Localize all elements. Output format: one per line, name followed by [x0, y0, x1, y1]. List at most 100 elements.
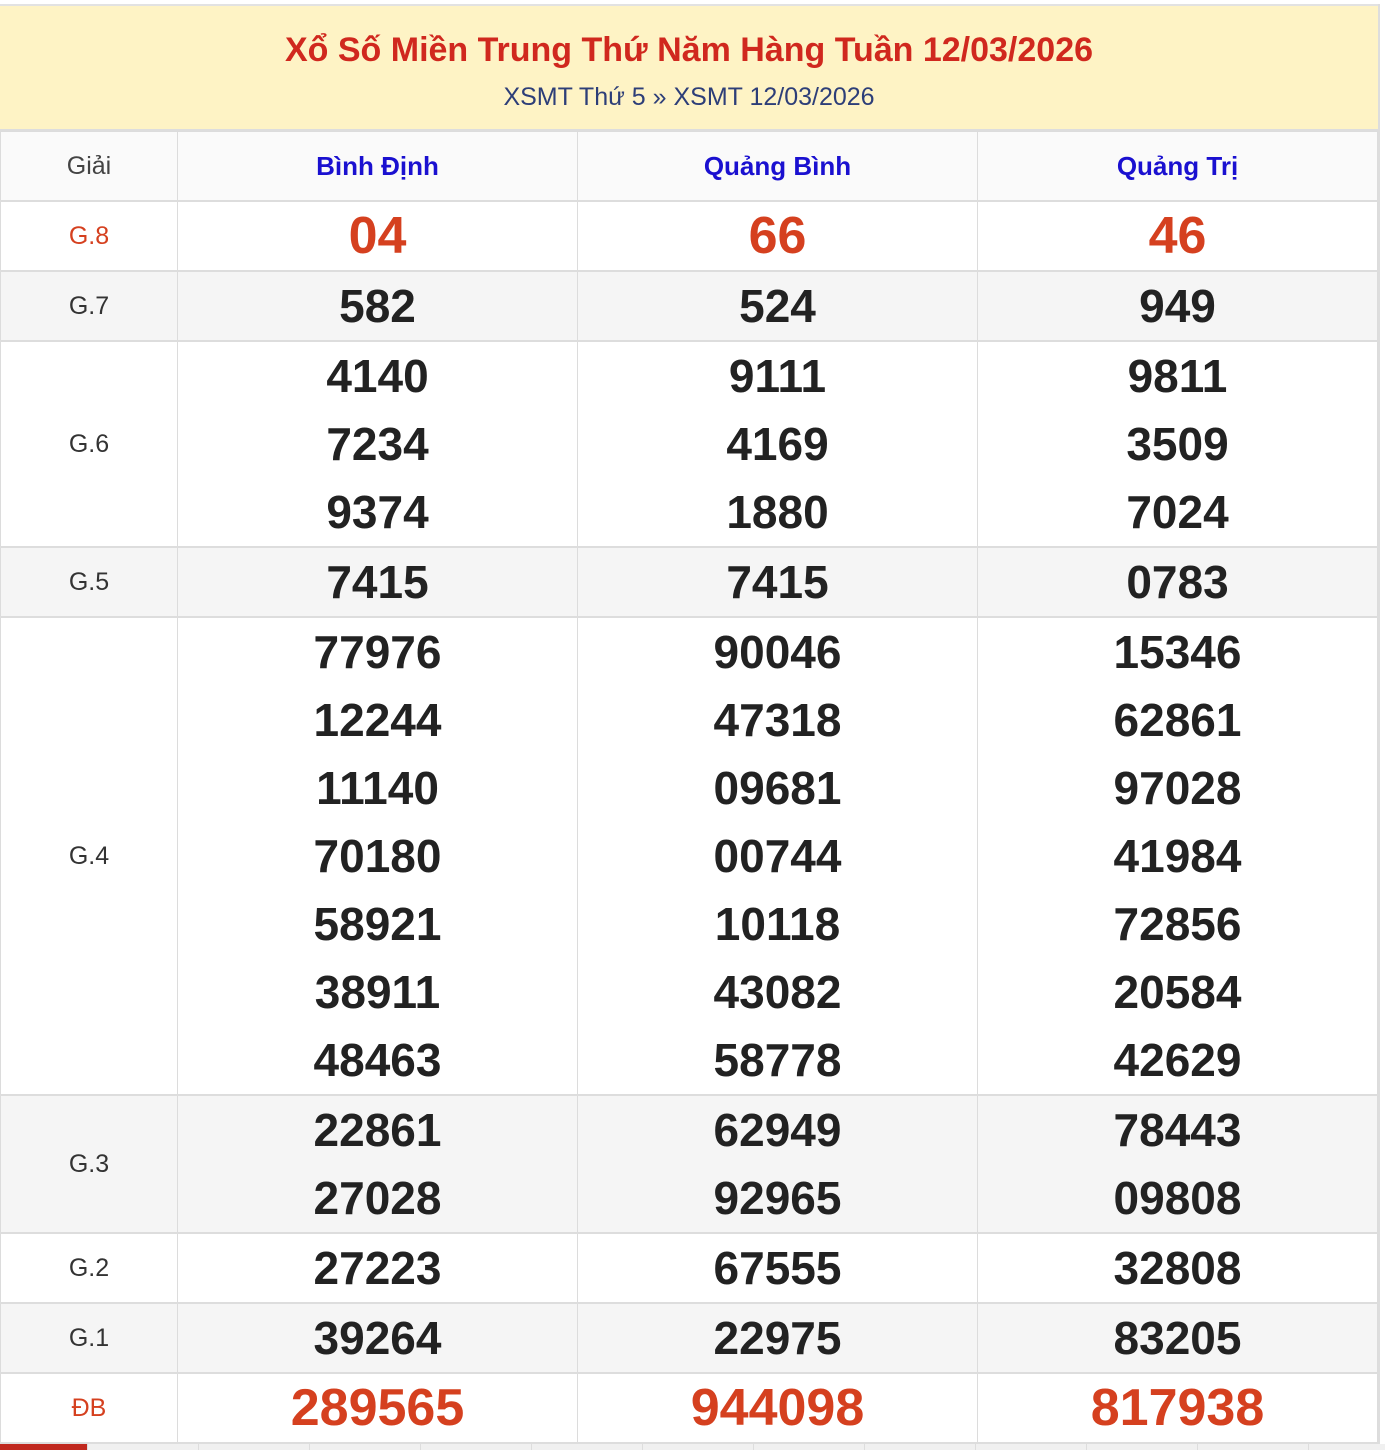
prize-row: G.8 04 66 46 — [0, 200, 1378, 272]
result-cell: 0783 — [977, 546, 1378, 618]
prize-row: G.5 7415 7415 0783 — [0, 546, 1378, 618]
result-cell: 77976 12244 11140 70180 58921 38911 48463 — [177, 616, 578, 1096]
result-cell: 4140 7234 9374 — [177, 340, 578, 548]
prize-row: G.2 27223 67555 32808 — [0, 1232, 1378, 1304]
prize-label: G.2 — [0, 1232, 178, 1304]
result-number: 90046 — [713, 626, 842, 678]
result-cell: 90046 47318 09681 00744 10118 43082 58778 — [577, 616, 978, 1096]
result-cell: 32808 — [977, 1232, 1378, 1304]
breadcrumb-link-date[interactable]: XSMT 12/03/2026 — [673, 83, 875, 111]
result-number: 9111 — [728, 350, 827, 402]
bottom-tab-strip — [0, 1444, 1385, 1450]
result-cell: 78443 09808 — [977, 1094, 1378, 1234]
prize-row: G.6 4140 7234 9374 9111 4169 1880 9811 3509 7024 — [0, 340, 1378, 548]
result-number: 70180 — [313, 830, 442, 882]
result-cell: 944098 — [577, 1372, 978, 1444]
result-number: 22975 — [713, 1312, 842, 1364]
result-number: 7024 — [1126, 486, 1229, 538]
tab[interactable] — [310, 1444, 421, 1450]
result-number: 582 — [339, 280, 416, 332]
province-header[interactable]: Quảng Bình — [577, 131, 978, 202]
result-cell: 22861 27028 — [177, 1094, 578, 1234]
result-number: 817938 — [1090, 1379, 1265, 1437]
result-number: 42629 — [1113, 1034, 1242, 1086]
result-cell: 04 — [177, 200, 578, 272]
tab[interactable] — [1198, 1444, 1309, 1450]
prize-row: ĐB 289565 944098 817938 — [0, 1372, 1378, 1444]
result-number: 15346 — [1113, 626, 1242, 678]
results-table: Giải Bình Định Quảng Bình Quảng Trị G.8 0… — [0, 131, 1378, 1444]
prize-label: G.3 — [0, 1094, 178, 1234]
result-number: 27028 — [313, 1172, 442, 1224]
result-number: 524 — [739, 280, 816, 332]
result-number: 46 — [1148, 207, 1207, 265]
result-number: 41984 — [1113, 830, 1242, 882]
result-number: 62861 — [1113, 694, 1242, 746]
tab[interactable] — [754, 1444, 865, 1450]
result-number: 58921 — [313, 898, 442, 950]
province-header[interactable]: Bình Định — [177, 131, 578, 202]
tab[interactable] — [1087, 1444, 1198, 1450]
result-number: 38911 — [314, 966, 441, 1018]
tab[interactable] — [199, 1444, 310, 1450]
result-number: 67555 — [713, 1242, 842, 1294]
result-cell: 524 — [577, 270, 978, 342]
result-cell: 62949 92965 — [577, 1094, 978, 1234]
result-cell: 7415 — [177, 546, 578, 618]
breadcrumb: XSMT Thứ 5 » XSMT 12/03/2026 — [0, 82, 1378, 112]
table-header-row: Giải Bình Định Quảng Bình Quảng Trị — [0, 131, 1378, 202]
result-cell: 9111 4169 1880 — [577, 340, 978, 548]
result-cell: 39264 — [177, 1302, 578, 1374]
result-number: 10118 — [714, 898, 841, 950]
province-header[interactable]: Quảng Trị — [977, 131, 1378, 202]
result-cell: 22975 — [577, 1302, 978, 1374]
result-number: 11140 — [316, 762, 439, 814]
result-number: 20584 — [1113, 966, 1242, 1018]
result-number: 4140 — [326, 350, 429, 402]
prize-label: G.1 — [0, 1302, 178, 1374]
result-number: 72856 — [1113, 898, 1242, 950]
result-number: 97028 — [1113, 762, 1242, 814]
result-cell: 949 — [977, 270, 1378, 342]
tab[interactable] — [865, 1444, 976, 1450]
prize-label: G.6 — [0, 340, 178, 548]
prize-label: G.5 — [0, 546, 178, 618]
breadcrumb-link-thu5[interactable]: XSMT Thứ 5 — [503, 83, 646, 111]
result-number: 62949 — [713, 1104, 842, 1156]
result-number: 32808 — [1113, 1242, 1242, 1294]
prize-row: G.3 22861 27028 62949 92965 78443 09808 — [0, 1094, 1378, 1234]
results-panel: Xổ Số Miền Trung Thứ Năm Hàng Tuần 12/03… — [0, 4, 1380, 1444]
result-number: 00744 — [713, 830, 842, 882]
tab[interactable] — [643, 1444, 754, 1450]
result-number: 09681 — [713, 762, 842, 814]
result-number: 3509 — [1126, 418, 1229, 470]
result-cell: 67555 — [577, 1232, 978, 1304]
result-number: 949 — [1139, 280, 1216, 332]
tab[interactable] — [421, 1444, 532, 1450]
result-number: 7415 — [726, 556, 829, 608]
tab[interactable] — [976, 1444, 1087, 1450]
result-number: 9374 — [326, 486, 429, 538]
result-cell: 83205 — [977, 1302, 1378, 1374]
result-number: 09808 — [1113, 1172, 1242, 1224]
prize-label: G.8 — [0, 200, 178, 272]
result-number: 944098 — [690, 1379, 865, 1437]
result-number: 66 — [748, 207, 807, 265]
prize-label: G.7 — [0, 270, 178, 342]
tab[interactable] — [532, 1444, 643, 1450]
result-number: 04 — [348, 207, 407, 265]
result-number: 77976 — [313, 626, 442, 678]
result-number: 83205 — [1113, 1312, 1242, 1364]
tab[interactable] — [88, 1444, 199, 1450]
breadcrumb-separator: » — [652, 83, 667, 111]
result-number: 9811 — [1127, 350, 1228, 402]
result-number: 4169 — [726, 418, 829, 470]
result-number: 12244 — [313, 694, 442, 746]
tab-active[interactable] — [0, 1444, 88, 1450]
prize-label: G.4 — [0, 616, 178, 1096]
prize-row: G.7 582 524 949 — [0, 270, 1378, 342]
prize-column-header: Giải — [0, 131, 178, 202]
result-cell: 7415 — [577, 546, 978, 618]
result-number: 7234 — [326, 418, 429, 470]
result-number: 0783 — [1126, 556, 1229, 608]
